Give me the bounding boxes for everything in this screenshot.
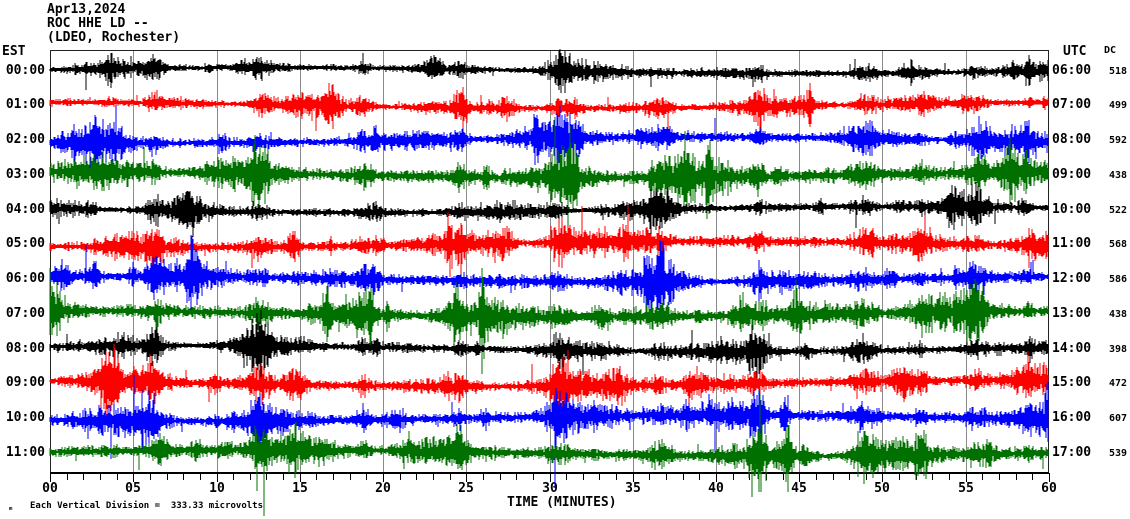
x-tick-label-55: 55 <box>958 481 974 496</box>
logo-glyph: ₘ <box>8 503 14 513</box>
utc-label-3: 09:00 <box>1052 167 1092 182</box>
est-label-11: 11:00 <box>5 445 45 460</box>
est-label-4: 04:00 <box>5 202 45 217</box>
x-tick-label-40: 40 <box>708 481 724 496</box>
x-tick-label-60: 60 <box>1041 481 1057 496</box>
x-tick-label-10: 10 <box>209 481 225 496</box>
trace-row-0200 <box>49 105 1049 173</box>
dc-value-9: 472 <box>1108 378 1127 389</box>
dc-value-2: 592 <box>1108 135 1127 146</box>
trace-row-1100 <box>49 394 1049 516</box>
x-tick-label-15: 15 <box>292 481 308 496</box>
utc-label-0: 06:00 <box>1052 63 1092 78</box>
station-code: ROC HHE LD -- <box>47 16 149 31</box>
utc-label-2: 08:00 <box>1052 132 1092 147</box>
dc-value-7: 438 <box>1108 309 1127 320</box>
dc-value-0: 518 <box>1108 66 1127 77</box>
x-tick-label-35: 35 <box>625 481 641 496</box>
est-label-10: 10:00 <box>5 410 45 425</box>
trace-row-0500 <box>49 205 1049 277</box>
trace-row-0900 <box>49 344 1049 419</box>
scale-note: Each Vertical Division = 333.33 microvol… <box>30 501 263 511</box>
dc-value-5: 568 <box>1108 239 1127 250</box>
dc-value-3: 438 <box>1108 170 1127 181</box>
utc-label-11: 17:00 <box>1052 445 1092 460</box>
utc-label-1: 07:00 <box>1052 97 1092 112</box>
est-label-3: 03:00 <box>5 167 45 182</box>
est-label-6: 06:00 <box>5 271 45 286</box>
dc-value-6: 586 <box>1108 274 1127 285</box>
x-tick-label-20: 20 <box>375 481 391 496</box>
est-label-7: 07:00 <box>5 306 45 321</box>
utc-label-10: 16:00 <box>1052 410 1092 425</box>
trace-row-0700 <box>49 268 1049 374</box>
est-label-1: 01:00 <box>5 97 45 112</box>
utc-label-7: 13:00 <box>1052 306 1092 321</box>
est-label-5: 05:00 <box>5 236 45 251</box>
right-axis-header: UTC <box>1063 44 1087 59</box>
est-label-2: 02:00 <box>5 132 45 147</box>
dc-value-4: 522 <box>1108 205 1127 216</box>
trace-row-0300 <box>49 117 1049 225</box>
est-label-9: 09:00 <box>5 375 45 390</box>
trace-row-0800 <box>49 310 1049 380</box>
utc-label-6: 12:00 <box>1052 271 1092 286</box>
x-tick-label-25: 25 <box>458 481 474 496</box>
x-tick-label-00: 00 <box>42 481 58 496</box>
dc-value-11: 539 <box>1108 448 1127 459</box>
est-label-8: 08:00 <box>5 341 45 356</box>
est-label-0: 00:00 <box>5 63 45 78</box>
dc-value-8: 398 <box>1108 344 1127 355</box>
x-axis-title: TIME (MINUTES) <box>507 495 617 510</box>
utc-label-8: 14:00 <box>1052 341 1092 356</box>
plot-date: Apr13,2024 <box>47 2 126 17</box>
utc-label-5: 11:00 <box>1052 236 1092 251</box>
x-tick-label-30: 30 <box>542 481 558 496</box>
x-tick-label-50: 50 <box>874 481 890 496</box>
utc-label-9: 15:00 <box>1052 375 1092 390</box>
x-tick-label-05: 05 <box>125 481 141 496</box>
utc-label-4: 10:00 <box>1052 202 1092 217</box>
trace-row-0400 <box>49 182 1049 237</box>
trace-row-0100 <box>49 83 1049 137</box>
dc-value-1: 499 <box>1108 100 1127 111</box>
x-tick-label-45: 45 <box>791 481 807 496</box>
x-axis-ticks <box>50 473 1050 482</box>
trace-row-1000 <box>49 375 1049 488</box>
trace-row-0000 <box>49 49 1049 93</box>
dc-value-10: 607 <box>1108 413 1127 424</box>
left-axis-header: EST <box>2 44 26 59</box>
dc-column-header: DC <box>1104 45 1117 56</box>
network-name: (LDEO, Rochester) <box>47 30 181 45</box>
